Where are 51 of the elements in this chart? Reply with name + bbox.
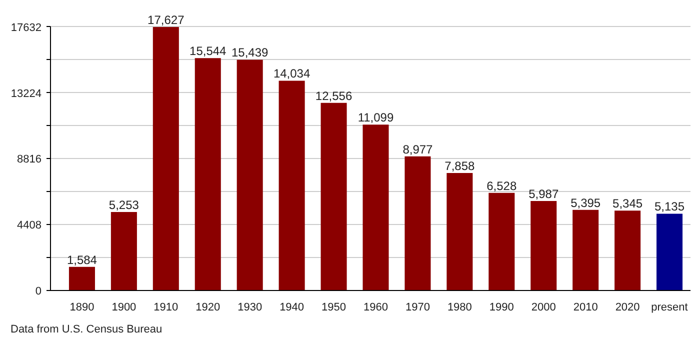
y-tick-label: 8816 <box>17 154 42 166</box>
bar <box>278 80 305 290</box>
x-tick-label: 1990 <box>489 302 514 314</box>
x-tick-label: 1910 <box>154 302 178 314</box>
x-tick-label: 2020 <box>615 302 640 314</box>
x-tick-label: 1920 <box>196 302 220 314</box>
data-label: 11,099 <box>358 110 394 125</box>
x-tick-label: 1890 <box>70 302 94 314</box>
data-label: 15,544 <box>190 44 227 58</box>
bar <box>530 201 557 290</box>
data-label: 15,439 <box>231 46 269 60</box>
data-label: 6,528 <box>486 178 517 193</box>
bar <box>614 210 641 290</box>
x-tick-label: present <box>651 302 688 314</box>
x-tick-label: 1940 <box>280 302 304 314</box>
bar <box>68 266 95 290</box>
bar <box>236 60 263 290</box>
bar <box>362 124 389 290</box>
x-tick-label: 1960 <box>364 302 388 314</box>
x-tick-label: 2010 <box>573 302 598 314</box>
text: Data from U.S. Census Bureau <box>10 324 162 336</box>
bar <box>152 27 179 290</box>
data-label: 14,034 <box>273 66 310 81</box>
data-label: 8,977 <box>402 142 434 156</box>
x-tick-label: 2000 <box>531 302 556 314</box>
data-label: 5,987 <box>528 187 559 202</box>
bar <box>656 214 683 290</box>
data-label: 7,858 <box>444 159 476 174</box>
data-label: 5,395 <box>570 196 601 210</box>
y-tick-label: 0 <box>35 286 42 298</box>
x-tick-label: 1900 <box>112 302 136 314</box>
bar <box>110 212 137 290</box>
x-tick-label: 1950 <box>322 302 346 314</box>
y-tick-label: 4408 <box>17 220 42 232</box>
x-tick-label: 1980 <box>447 302 472 314</box>
bar <box>320 102 347 290</box>
data-label: 5,135 <box>654 200 685 214</box>
data-label: 5,253 <box>108 198 140 212</box>
bar <box>194 58 221 290</box>
data-label: 5,345 <box>612 196 643 211</box>
data-label: 12,556 <box>315 88 352 103</box>
x-tick-label: 1930 <box>238 302 262 314</box>
y-tick-label: 13224 <box>10 88 42 100</box>
bar <box>446 173 473 290</box>
bar <box>404 156 431 290</box>
data-label: 1,584 <box>66 252 98 267</box>
data-label: 17,627 <box>148 13 185 28</box>
y-tick-label: 17632 <box>10 22 42 34</box>
bar <box>488 192 515 290</box>
bar <box>572 210 599 290</box>
x-tick-label: 1970 <box>405 302 430 314</box>
